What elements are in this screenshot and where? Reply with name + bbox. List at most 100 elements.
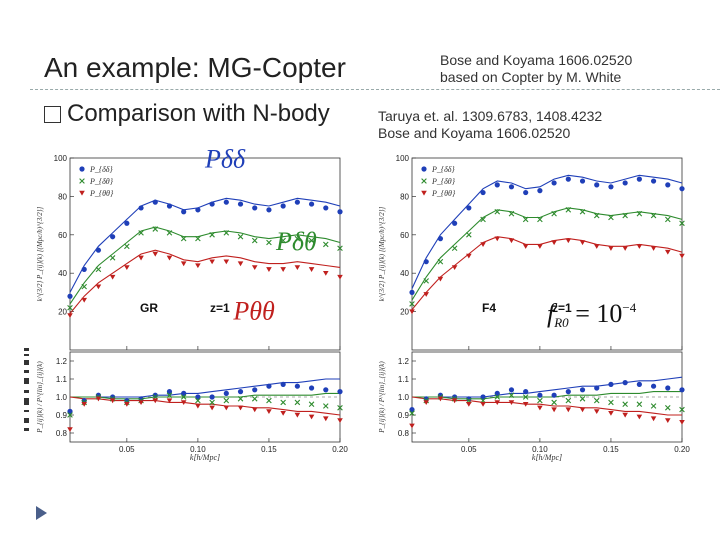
ratio-tick-label: 0.9 <box>398 411 410 420</box>
y-tick-label: 20 <box>400 308 409 317</box>
data-point <box>294 199 300 205</box>
legend-entry: P_{θθ} <box>89 189 114 198</box>
ratio-point <box>337 389 343 395</box>
ratio-point <box>280 399 286 406</box>
series-P_dd <box>67 199 343 299</box>
ratio-point <box>664 418 671 423</box>
ratio-tick-label: 1.2 <box>398 357 410 366</box>
ratio-point <box>322 416 329 422</box>
ratio-point <box>494 400 501 405</box>
ratio-point <box>537 397 543 404</box>
data-point <box>665 216 671 223</box>
data-point <box>280 267 286 272</box>
ratio-series-P_dd <box>67 381 343 414</box>
data-point <box>480 242 486 247</box>
data-point <box>209 201 215 207</box>
data-point <box>522 244 529 249</box>
ratio-point <box>180 400 187 405</box>
y-tick-label: 80 <box>58 192 67 201</box>
series-P_dd <box>409 176 685 295</box>
panel-model-label: F4 <box>482 301 496 315</box>
ratio-model-line-P_dd <box>412 376 683 398</box>
legend-marker <box>79 166 85 172</box>
ratio-point <box>508 400 515 405</box>
ratio-point <box>81 402 88 407</box>
data-point <box>537 244 543 249</box>
data-point <box>195 235 201 242</box>
ratio-point <box>124 398 130 404</box>
ratio-point <box>551 392 557 398</box>
ratio-point <box>67 412 73 418</box>
panel-model-label: GR <box>140 301 158 315</box>
ratio-model-line-P_tt <box>69 396 341 416</box>
data-point <box>650 212 657 219</box>
bullet-text: Comparison with N-body <box>67 100 330 127</box>
ratio-point <box>124 402 130 407</box>
data-point <box>81 297 88 303</box>
data-point <box>124 220 130 226</box>
data-point <box>523 189 529 196</box>
data-point <box>266 207 272 213</box>
data-point <box>223 259 230 265</box>
data-point <box>152 226 159 232</box>
ratio-point <box>223 390 229 396</box>
ratio-tick-label: 0.8 <box>56 429 68 438</box>
data-point <box>138 205 144 211</box>
ratio-point <box>636 401 643 407</box>
ratio-point <box>251 396 258 402</box>
data-point <box>138 255 144 261</box>
ratio-series-P_tt <box>409 396 685 429</box>
y-axis-label: k^{3/2} P_{ij}(k) [(Mpc/h)^{3/2}] <box>378 206 386 301</box>
data-point <box>466 232 472 238</box>
ratio-point <box>237 396 244 402</box>
series-P_tt <box>67 251 343 319</box>
data-point <box>508 238 515 244</box>
data-point <box>664 249 671 255</box>
data-point <box>452 220 458 226</box>
ratio-point <box>466 396 472 402</box>
data-point <box>650 178 657 184</box>
ratio-series-P_tt <box>67 396 343 432</box>
ratio-point <box>152 392 158 398</box>
ratio-point <box>452 394 458 400</box>
x-tick-label: 0.20 <box>674 445 690 454</box>
fr0-annotation: fR0 = 10−4 <box>547 299 637 330</box>
ratio-point <box>237 389 244 395</box>
data-point <box>195 207 201 213</box>
ratio-point <box>679 420 685 425</box>
data-point <box>152 251 159 257</box>
x-axis-label: k[h/Mpc] <box>190 453 220 462</box>
y-tick-label: 40 <box>400 269 409 278</box>
data-point <box>323 241 329 248</box>
data-point <box>537 188 543 194</box>
data-point <box>237 201 244 207</box>
ratio-point <box>494 390 500 396</box>
ratio-point <box>223 397 230 404</box>
ratio-point <box>679 406 685 413</box>
data-point <box>423 278 429 284</box>
ratio-point <box>522 402 529 407</box>
x-axis-label: k[h/Mpc] <box>532 453 562 462</box>
y-tick-label: 20 <box>58 308 67 317</box>
data-point <box>337 245 343 252</box>
ratio-point <box>593 397 600 404</box>
ratio-point <box>95 396 102 402</box>
ratio-point <box>294 399 301 406</box>
legend-entry: P_{δθ} <box>431 177 456 186</box>
data-point <box>81 283 87 290</box>
series-callout-label: Pδθ <box>275 227 317 256</box>
ratio-point <box>551 407 557 413</box>
data-point <box>266 267 272 272</box>
reference-top-line1: Bose and Koyama 1606.02520 <box>440 52 633 68</box>
y-tick-label: 80 <box>400 192 409 201</box>
ratio-point <box>665 385 671 391</box>
data-point <box>593 212 600 219</box>
ratio-point <box>209 399 215 406</box>
data-point <box>437 258 444 265</box>
data-point <box>451 245 458 252</box>
legend-entry: P_{δδ} <box>431 165 456 174</box>
ratio-point <box>308 414 315 420</box>
data-point <box>679 220 685 227</box>
data-point <box>466 253 472 259</box>
ratio-point <box>650 383 657 389</box>
